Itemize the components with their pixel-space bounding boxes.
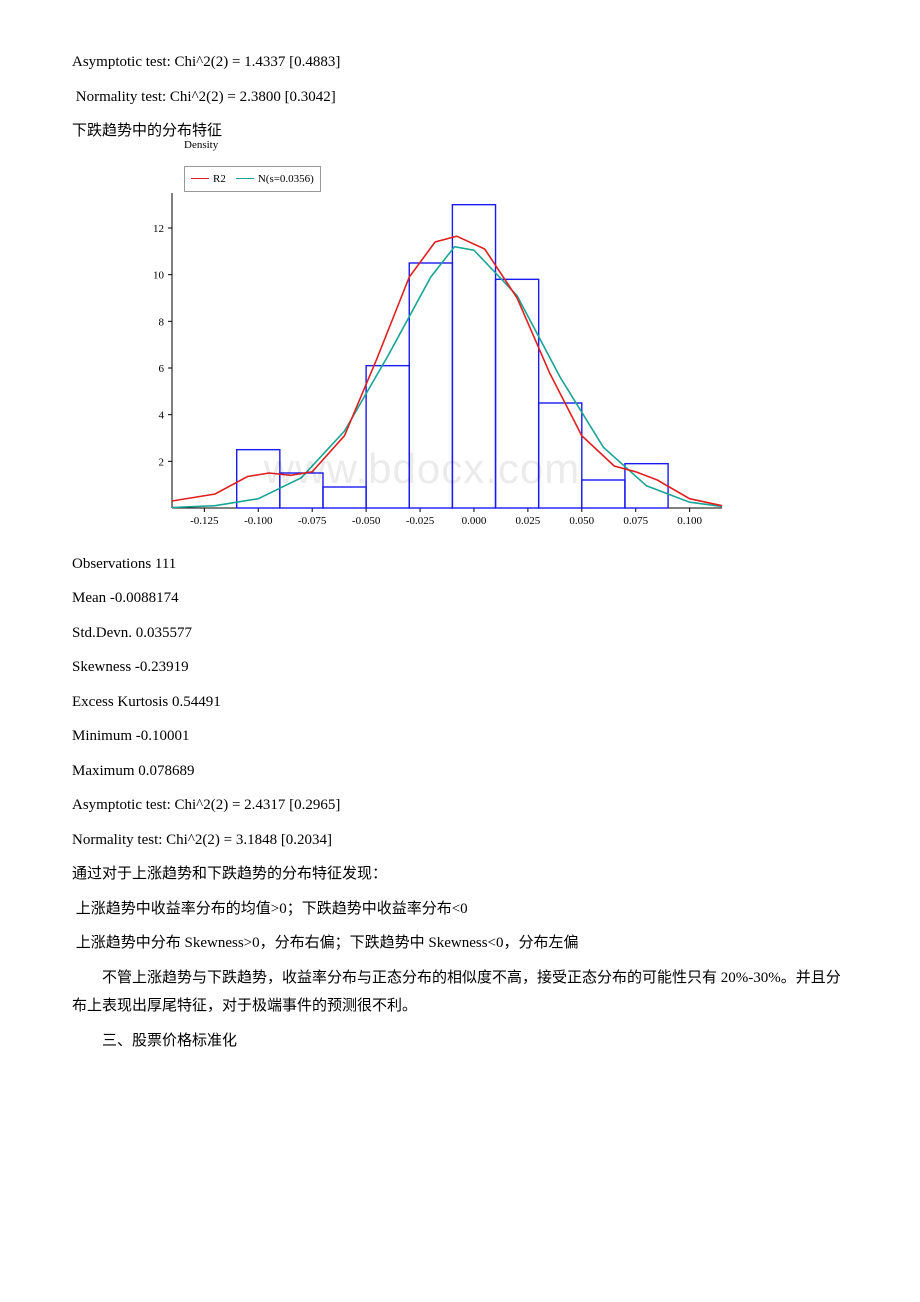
text-line: Excess Kurtosis 0.54491 bbox=[72, 688, 848, 717]
svg-text:10: 10 bbox=[153, 269, 165, 281]
svg-text:4: 4 bbox=[159, 409, 165, 421]
density-axis-label: Density bbox=[184, 135, 218, 156]
svg-text:0.025: 0.025 bbox=[516, 515, 541, 527]
text-line: Asymptotic test: Chi^2(2) = 2.4317 [0.29… bbox=[72, 791, 848, 820]
svg-text:0.100: 0.100 bbox=[677, 515, 702, 527]
text-line: Observations 111 bbox=[72, 550, 848, 579]
paragraph-conclusion: 不管上涨趋势与下跌趋势，收益率分布与正态分布的相似度不高，接受正态分布的可能性只… bbox=[72, 964, 848, 1021]
text-line: Normality test: Chi^2(2) = 3.1848 [0.203… bbox=[72, 826, 848, 855]
svg-text:-0.025: -0.025 bbox=[406, 515, 435, 527]
text-line: 上涨趋势中分布 Skewness>0，分布右偏；下跌趋势中 Skewness<0… bbox=[72, 929, 848, 958]
text-line: Std.Devn. 0.035577 bbox=[72, 619, 848, 648]
density-chart: Density R2 N(s=0.0356) 24681012-0.125-0.… bbox=[112, 158, 732, 538]
svg-text:-0.050: -0.050 bbox=[352, 515, 381, 527]
legend-r2: R2 bbox=[213, 169, 226, 190]
chart-svg: 2 4 6 8 10 12 -0.125 -0.100 -0.075 -0.050 -0.025 0.… bbox=[112, 158, 732, 538]
section-heading-3: 三、股票价格标准化 bbox=[72, 1027, 848, 1056]
svg-text:6: 6 bbox=[159, 363, 165, 375]
text-line: 通过对于上涨趋势和下跌趋势的分布特征发现： bbox=[72, 860, 848, 889]
svg-text:0.000: 0.000 bbox=[462, 515, 487, 527]
chart-legend: R2 N(s=0.0356) bbox=[184, 166, 321, 193]
svg-text:0.050: 0.050 bbox=[569, 515, 594, 527]
svg-text:0.075: 0.075 bbox=[623, 515, 648, 527]
text-line: Mean -0.0088174 bbox=[72, 584, 848, 613]
text-line: Normality test: Chi^2(2) = 2.3800 [0.304… bbox=[72, 83, 848, 112]
svg-text:-0.125: -0.125 bbox=[190, 515, 219, 527]
text-line: Minimum -0.10001 bbox=[72, 722, 848, 751]
text-line: Skewness -0.23919 bbox=[72, 653, 848, 682]
svg-text:-0.100: -0.100 bbox=[244, 515, 273, 527]
svg-text:12: 12 bbox=[153, 223, 164, 235]
svg-text:8: 8 bbox=[159, 316, 165, 328]
svg-text:-0.075: -0.075 bbox=[298, 515, 327, 527]
text-line: 上涨趋势中收益率分布的均值>0；下跌趋势中收益率分布<0 bbox=[72, 895, 848, 924]
legend-normal: N(s=0.0356) bbox=[258, 169, 314, 190]
text-line: Asymptotic test: Chi^2(2) = 1.4337 [0.48… bbox=[72, 48, 848, 77]
text-line: Maximum 0.078689 bbox=[72, 757, 848, 786]
svg-text:2: 2 bbox=[159, 456, 165, 468]
